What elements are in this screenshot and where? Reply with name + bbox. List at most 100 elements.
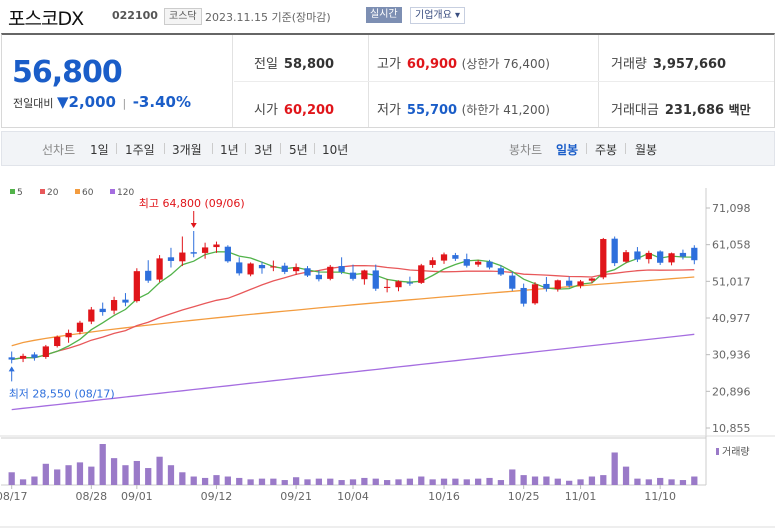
tab-1week[interactable]: 1주일 xyxy=(125,143,155,157)
y-tick-label: 20,896 xyxy=(712,385,751,398)
volume-bar xyxy=(384,480,391,485)
candle-body xyxy=(577,281,584,286)
candle-body xyxy=(384,286,391,288)
candle-body xyxy=(338,266,345,272)
volume-bar xyxy=(486,477,493,485)
volume-bar xyxy=(247,479,254,485)
x-tick-label: 09/01 xyxy=(121,490,153,503)
volume-bar xyxy=(691,476,698,485)
candle-chart-label[interactable]: 봉차트 xyxy=(509,143,543,157)
low-label: 저가 xyxy=(377,103,401,118)
tab-10year[interactable]: 10년 xyxy=(322,143,349,157)
volume-value: 3,957,660 xyxy=(652,57,727,72)
volume-bar xyxy=(145,468,152,485)
realtime-button[interactable]: 실시간 xyxy=(366,7,402,23)
tab-daily[interactable]: 일봉 xyxy=(556,143,579,157)
legend-ma5: 5 xyxy=(10,188,23,198)
x-tick-label: 11/10 xyxy=(644,490,676,503)
prev-close: 전일 58,800 xyxy=(254,53,334,72)
candle-body xyxy=(315,274,322,280)
stock-name: 포스코DX xyxy=(8,8,84,30)
volume-bar xyxy=(634,478,641,485)
divider xyxy=(625,143,626,154)
volume-bar xyxy=(554,478,561,485)
change-divider: | xyxy=(122,97,127,110)
candle-body xyxy=(566,280,573,286)
divider xyxy=(164,143,165,154)
volume-bar xyxy=(577,479,584,485)
candle-body xyxy=(668,253,675,263)
tab-5year[interactable]: 5년 xyxy=(289,143,308,157)
volume-bar xyxy=(42,463,49,485)
line-chart-label[interactable]: 선차트 xyxy=(42,143,76,157)
candle-body xyxy=(531,284,539,304)
volume-bar xyxy=(566,480,573,485)
candle-body xyxy=(463,259,470,266)
candle-body xyxy=(691,247,698,261)
candle-body xyxy=(349,272,357,279)
x-tick-label: 08/28 xyxy=(75,490,107,503)
volume-bar xyxy=(270,478,277,485)
candle-body xyxy=(236,262,243,274)
market-badge: 코스닥 xyxy=(164,8,202,25)
candle-body xyxy=(361,270,368,280)
candle-body xyxy=(247,263,254,275)
candle-body xyxy=(167,257,175,261)
y-tick-label: 10,855 xyxy=(712,422,751,435)
date-label: 2023.11.15 기준(장마감) xyxy=(205,11,331,24)
stock-code: 022100 xyxy=(112,9,158,22)
volume-bar xyxy=(600,475,607,485)
candle-body xyxy=(133,271,140,302)
volume-bar xyxy=(88,466,95,485)
volume-bar xyxy=(315,478,322,485)
low-price: 저가 55,700 (하한가 41,200) xyxy=(377,99,550,118)
tab-weekly[interactable]: 주봉 xyxy=(595,143,618,157)
candle-body xyxy=(406,282,414,284)
tab-1day[interactable]: 1일 xyxy=(90,143,109,157)
amount-value: 231,686 xyxy=(664,103,725,118)
tab-3year[interactable]: 3년 xyxy=(254,143,273,157)
amount-label: 거래대금 xyxy=(611,103,659,118)
volume-bar xyxy=(156,456,163,485)
low-value: 55,700 xyxy=(406,103,458,118)
volume-bar xyxy=(531,476,539,485)
volume-bar xyxy=(418,476,425,485)
divider xyxy=(116,143,117,154)
volume-legend-mark xyxy=(716,448,719,455)
prev-label: 전일 xyxy=(254,57,278,72)
x-tick-label: 09/21 xyxy=(280,490,312,503)
tab-1year[interactable]: 1년 xyxy=(220,143,239,157)
volume-legend-label: 거래량 xyxy=(722,446,750,458)
candle-body xyxy=(224,246,231,262)
candle-body xyxy=(76,322,84,332)
price-summary: 56,800 전일대비 ▼2,000 | -3.40% 전일 58,800 고가 6… xyxy=(1,33,775,128)
volume-bar xyxy=(19,479,27,485)
change-down-icon: ▼ xyxy=(56,93,69,111)
candle-body xyxy=(110,300,118,311)
candle-body xyxy=(8,357,15,360)
candle-body xyxy=(600,239,607,278)
tab-3month[interactable]: 3개월 xyxy=(172,143,202,157)
volume-bar xyxy=(54,469,61,485)
candle-body xyxy=(429,260,436,265)
candle-body xyxy=(475,261,482,265)
candle-body xyxy=(497,268,505,275)
legend-ma120: 120 xyxy=(110,188,134,198)
change-percent: -3.40% xyxy=(132,93,191,111)
volume-bar xyxy=(281,480,288,485)
volume-bar xyxy=(611,452,618,485)
y-tick-label: 40,977 xyxy=(712,312,751,325)
x-tick-label: 08/17 xyxy=(0,490,28,503)
candle-body xyxy=(190,252,197,254)
volume-bar xyxy=(509,469,516,485)
candle-body xyxy=(440,254,448,261)
upper-limit: (상한가 76,400) xyxy=(461,57,550,71)
company-overview-dropdown[interactable]: 기업개요 ▾ xyxy=(410,7,465,24)
volume-bar xyxy=(8,472,15,485)
tab-monthly[interactable]: 월봉 xyxy=(635,143,658,157)
volume-bar xyxy=(213,475,220,485)
candle-body xyxy=(88,309,95,322)
candle-body xyxy=(65,332,72,338)
high-annotation: 최고 64,800 (09/06) xyxy=(139,197,245,210)
volume-bar xyxy=(76,462,84,485)
